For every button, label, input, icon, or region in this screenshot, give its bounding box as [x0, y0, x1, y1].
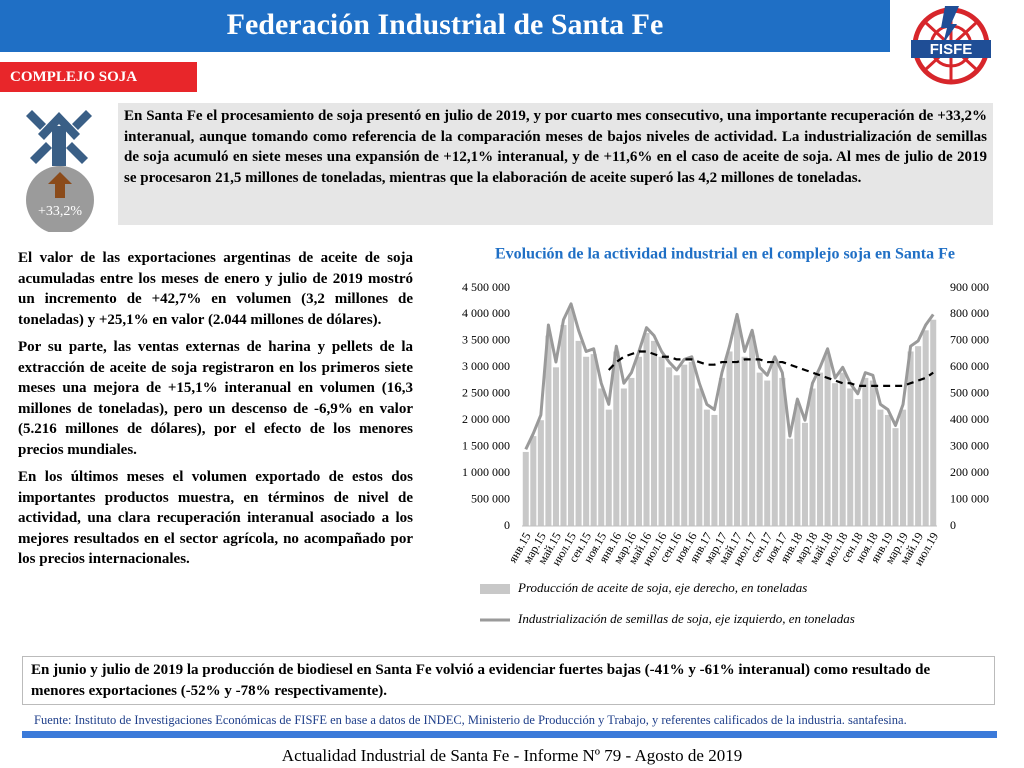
y2-tick-label: 800 000	[950, 306, 989, 320]
y2-tick-label: 500 000	[950, 386, 989, 400]
bar	[794, 404, 801, 526]
bar	[900, 409, 907, 526]
paragraph: En los últimos meses el volumen exportad…	[18, 469, 413, 567]
bar	[718, 377, 725, 526]
bar	[801, 422, 808, 526]
icon: +33,2%	[26, 110, 94, 232]
bar	[854, 399, 861, 526]
y2-tick-label: 400 000	[950, 412, 989, 426]
bar	[764, 380, 771, 526]
bar	[779, 377, 786, 526]
bar	[590, 354, 597, 526]
bar	[568, 309, 575, 526]
bar	[922, 330, 929, 526]
bar	[620, 388, 627, 526]
legend-label: Producción de aceite de soja, eje derech…	[517, 580, 807, 595]
bar	[884, 414, 891, 526]
footer: Actualidad Industrial de Santa Fe - Info…	[281, 746, 743, 765]
bar	[673, 375, 680, 526]
bar	[696, 388, 703, 526]
line	[607, 350, 934, 387]
y-tick-label: 4 000 000	[462, 306, 510, 320]
y2-tick-label: 600 000	[950, 359, 989, 373]
logo: FISFE	[911, 6, 991, 85]
y2-tick-label: 0	[950, 518, 956, 532]
bar	[711, 414, 718, 526]
bar	[545, 335, 552, 526]
y2-tick-label: 300 000	[950, 438, 989, 452]
bar	[598, 388, 605, 526]
legend-label: Industrialización de semillas de soja, e…	[517, 611, 855, 626]
y2-tick-label: 900 000	[950, 280, 989, 294]
bar	[726, 351, 733, 526]
y2-tick-label: 700 000	[950, 333, 989, 347]
line	[524, 302, 935, 450]
y-tick-label: 4 500 000	[462, 280, 510, 294]
bar	[809, 388, 816, 526]
y2-tick-label: 200 000	[950, 465, 989, 479]
intro-box: En Santa Fe el procesamiento de soja pre…	[118, 103, 993, 225]
bar	[756, 372, 763, 526]
note-box: En junio y julio de 2019 la producción d…	[22, 656, 995, 705]
bar	[575, 340, 582, 526]
bar	[552, 367, 559, 526]
bar	[832, 383, 839, 526]
bar	[749, 335, 756, 526]
logo-text: FISFE	[930, 41, 973, 58]
bar	[703, 409, 710, 526]
bar	[635, 356, 642, 526]
y-tick-label: 1 000 000	[462, 465, 510, 479]
y-tick-label: 1 500 000	[462, 438, 510, 452]
bar	[907, 351, 914, 526]
bar	[666, 367, 673, 526]
bar	[605, 409, 612, 526]
y-tick-label: 2 000 000	[462, 412, 510, 426]
header-bar	[0, 0, 890, 52]
divider	[22, 731, 997, 738]
header-title: Federación Industrial de Santa Fe	[226, 8, 664, 41]
bar	[560, 325, 567, 526]
section-label: COMPLEJO SOJA	[0, 62, 197, 92]
paragraph: El valor de las exportaciones argentinas…	[18, 250, 413, 328]
bar	[847, 388, 854, 526]
bar	[817, 372, 824, 526]
bar	[522, 451, 529, 526]
bar	[771, 362, 778, 526]
legend-swatch	[480, 584, 510, 594]
bar	[786, 438, 793, 526]
bar	[741, 356, 748, 526]
y-tick-label: 3 500 000	[462, 333, 510, 347]
bar	[915, 346, 922, 526]
chart-title: Evolución de la actividad industrial en …	[495, 246, 955, 263]
bar	[824, 354, 831, 526]
bar	[658, 356, 665, 526]
y-tick-label: 500 000	[471, 491, 510, 505]
bar	[583, 356, 590, 526]
bar	[530, 436, 537, 526]
bar	[688, 362, 695, 526]
bar	[839, 372, 846, 526]
source: Fuente: Instituto de Investigaciones Eco…	[34, 713, 907, 727]
bar	[930, 319, 937, 526]
bar	[537, 420, 544, 526]
bar	[734, 319, 741, 526]
bar	[892, 428, 899, 526]
y-tick-label: 0	[504, 518, 510, 532]
bar	[613, 351, 620, 526]
bar	[628, 377, 635, 526]
left-column: El valor de las exportaciones argentinas…	[18, 248, 413, 570]
bar	[651, 340, 658, 526]
y-tick-label: 3 000 000	[462, 359, 510, 373]
paragraph: Por su parte, las ventas externas de har…	[18, 339, 413, 458]
y2-tick-label: 100 000	[950, 491, 989, 505]
chart: Evolución de la actividad industrial en …	[462, 246, 989, 626]
bar	[869, 380, 876, 526]
y-tick-label: 2 500 000	[462, 386, 510, 400]
bar	[862, 377, 869, 526]
bar	[681, 364, 688, 526]
badge: +33,2%	[38, 204, 82, 219]
bar	[643, 332, 650, 526]
bar	[877, 409, 884, 526]
